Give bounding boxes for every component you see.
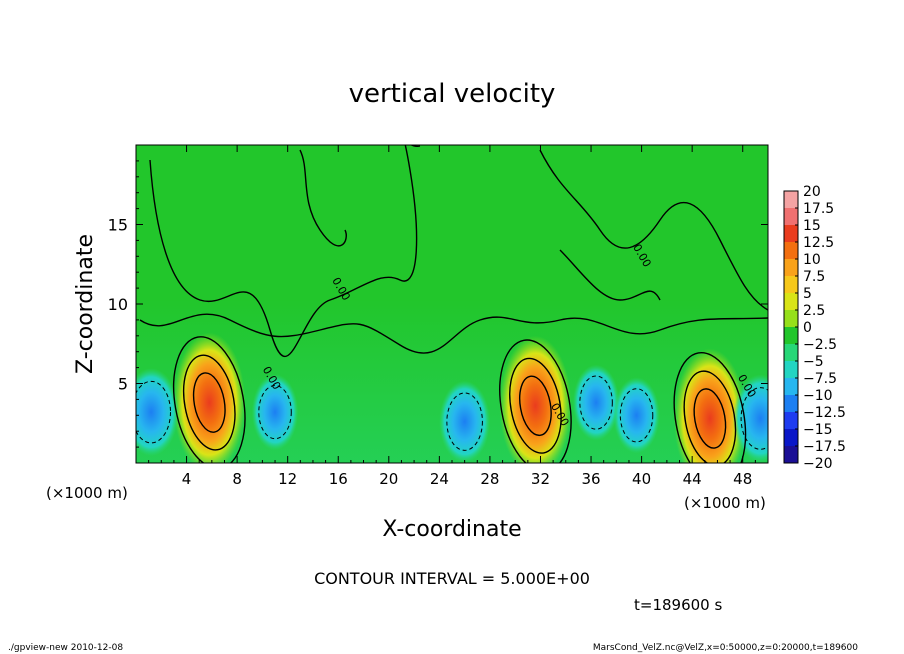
time-text: t=189600 s xyxy=(634,596,722,614)
x-unit-right: (×1000 m) xyxy=(684,494,766,512)
y-tick-label: 10 xyxy=(108,295,128,314)
downdraft-cell xyxy=(732,374,768,463)
x-tick-label: 44 xyxy=(683,470,702,488)
contour-line xyxy=(139,313,768,354)
x-tick-label: 8 xyxy=(232,470,242,488)
colorbar-label: 17.5 xyxy=(803,201,834,217)
colorbar-label: 10 xyxy=(803,252,821,268)
colorbar-label: −2.5 xyxy=(803,337,837,353)
colorbar-label: −15 xyxy=(803,422,833,438)
updraft-contour xyxy=(683,370,737,463)
y-tick-label: 5 xyxy=(118,375,128,394)
updraft-contour xyxy=(509,357,562,454)
downdraft-cell xyxy=(136,368,179,457)
colorbar-label: 7.5 xyxy=(803,269,825,285)
x-tick-label: 36 xyxy=(581,470,600,488)
y-axis-label: Z-coordinate xyxy=(73,234,98,374)
colorbar-swatch xyxy=(784,361,798,379)
updraft-contour xyxy=(519,375,552,437)
plot-area: 0.000.000.000.000.00 xyxy=(136,145,768,463)
colorbar-label: −10 xyxy=(803,388,833,404)
x-tick-label: 40 xyxy=(632,470,651,488)
downdraft-contour xyxy=(740,387,768,450)
colorbar-swatch xyxy=(784,395,798,413)
updraft-contour xyxy=(693,388,727,449)
colorbar-swatch xyxy=(784,242,798,260)
colorbar-swatch xyxy=(784,225,798,243)
updraft-contour xyxy=(673,352,747,463)
x-axis-label: X-coordinate xyxy=(382,517,521,542)
contour-interval-text: CONTOUR INTERVAL = 5.000E+00 xyxy=(314,569,590,588)
updraft-contour xyxy=(173,336,246,463)
updraft-contour xyxy=(182,354,236,451)
colorbar-label: −7.5 xyxy=(803,371,837,387)
downdraft-contour xyxy=(258,385,292,440)
colorbar-label: 0 xyxy=(803,320,812,336)
x-tick-label: 4 xyxy=(182,470,192,488)
colorbar-swatch xyxy=(784,208,798,226)
colorbar-swatch xyxy=(784,276,798,294)
colorbar-label: 12.5 xyxy=(803,235,834,251)
colorbar-label: −17.5 xyxy=(803,439,846,455)
x-tick-label: 20 xyxy=(379,470,398,488)
colorbar-label: 5 xyxy=(803,286,812,302)
x-tick-label: 16 xyxy=(329,470,348,488)
colorbar-swatch xyxy=(784,344,798,362)
colorbar-label: −12.5 xyxy=(803,405,846,421)
x-tick-label: 48 xyxy=(733,470,752,488)
colorbar-swatch xyxy=(784,378,798,396)
contour-line xyxy=(539,149,768,311)
x-tick-label: 28 xyxy=(480,470,499,488)
colorbar-swatch xyxy=(784,293,798,311)
updraft-contour xyxy=(499,339,572,463)
downdraft-contour xyxy=(619,388,654,443)
x-tick-label: 24 xyxy=(430,470,449,488)
downdraft-contour xyxy=(136,380,171,444)
contour-line xyxy=(559,249,661,301)
colorbar-swatch xyxy=(784,412,798,430)
colorbar-label: 15 xyxy=(803,218,821,234)
colorbar-label: 2.5 xyxy=(803,303,825,319)
colorbar-swatch xyxy=(784,446,798,464)
downdraft-contour xyxy=(446,392,483,451)
updraft-cell xyxy=(173,332,246,463)
updraft-contour xyxy=(192,372,226,433)
footer-left: ./gpview-new 2010-12-08 xyxy=(8,643,123,653)
contour-line xyxy=(299,149,347,247)
x-tick-label: 32 xyxy=(531,470,550,488)
colorbar-label: −5 xyxy=(803,354,824,370)
colorbar: 2017.51512.5107.552.50−2.5−5−7.5−10−12.5… xyxy=(783,184,846,472)
colorbar-swatch xyxy=(784,429,798,447)
chart-title: vertical velocity xyxy=(349,79,556,109)
y-tick-label: 15 xyxy=(108,216,128,235)
x-tick-label: 12 xyxy=(278,470,297,488)
colorbar-swatch xyxy=(784,259,798,277)
colorbar-swatch xyxy=(784,327,798,345)
colorbar-swatch xyxy=(784,310,798,328)
footer-right: MarsCond_VelZ.nc@VelZ,x=0:50000,z=0:2000… xyxy=(593,643,858,653)
contour-line xyxy=(149,145,421,358)
downdraft-contour xyxy=(579,375,613,430)
x-unit-left: (×1000 m) xyxy=(46,484,128,502)
colorbar-label: −20 xyxy=(803,456,833,472)
colorbar-label: 20 xyxy=(803,184,821,200)
colorbar-swatch xyxy=(784,191,798,209)
